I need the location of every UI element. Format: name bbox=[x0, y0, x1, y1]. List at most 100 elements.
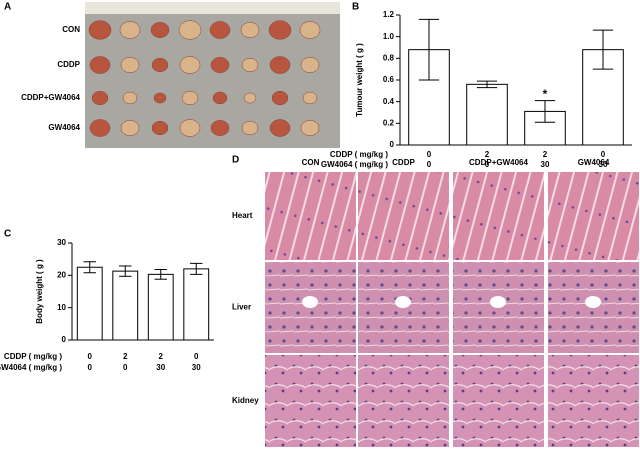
histology-image bbox=[265, 355, 356, 447]
tumor bbox=[268, 20, 292, 40]
y-tick-label: 0.6 bbox=[383, 75, 395, 84]
tumor bbox=[243, 92, 257, 104]
row-label: CON bbox=[62, 25, 80, 34]
vessel bbox=[585, 296, 601, 308]
histology-image bbox=[265, 172, 356, 260]
column-label: CON bbox=[302, 158, 320, 167]
y-tick-label: 30 bbox=[57, 238, 66, 247]
row-value: 0 bbox=[88, 363, 93, 372]
tumor bbox=[209, 21, 231, 39]
histology-image bbox=[453, 355, 544, 447]
tumor bbox=[269, 119, 291, 137]
y-tick-label: 0.2 bbox=[383, 118, 395, 127]
row-value: 30 bbox=[192, 363, 201, 372]
panel-d: D CON CDDP CDDP+GW4064 GW4064 Heart Liver Kidn… bbox=[232, 155, 639, 447]
y-tick-label: 0 bbox=[390, 140, 395, 149]
row-value: 0 bbox=[123, 363, 128, 372]
row-value: 2 bbox=[159, 352, 164, 361]
row-label: CDDP bbox=[57, 60, 80, 69]
panel-label: B bbox=[352, 2, 359, 13]
tumor bbox=[212, 91, 228, 105]
bar-chart: B Tumour weight ( g ) 0 0.2 0.4 0.6 0.8 1.0 1.2 *… bbox=[321, 2, 632, 169]
row-value: 0 bbox=[427, 160, 432, 169]
tumor bbox=[150, 22, 170, 38]
tumor bbox=[300, 120, 320, 136]
bar bbox=[112, 270, 139, 341]
row-value: 30 bbox=[599, 160, 608, 169]
histology-image bbox=[453, 172, 544, 260]
bar bbox=[183, 268, 210, 341]
y-tick-label: 20 bbox=[57, 270, 66, 279]
row-label: GW4064 ( mg/kg ) bbox=[321, 160, 388, 169]
row-label: CDDP ( mg/kg ) bbox=[330, 150, 388, 159]
column-label: GW4064 bbox=[578, 158, 610, 167]
row-label: GW4064 bbox=[48, 123, 80, 132]
row-label: Heart bbox=[232, 211, 253, 220]
bar bbox=[524, 110, 566, 146]
tumor bbox=[299, 21, 321, 39]
row-label: CDDP ( mg/kg ) bbox=[4, 352, 62, 361]
tumor bbox=[151, 57, 169, 73]
significance-mark: * bbox=[543, 87, 548, 101]
row-value: 0 bbox=[88, 352, 93, 361]
row-value: 30 bbox=[541, 160, 550, 169]
tumor bbox=[271, 90, 289, 106]
panel-label: A bbox=[4, 2, 11, 13]
tumor bbox=[210, 57, 230, 73]
column-label: CDDP bbox=[392, 158, 415, 167]
row-value: 2 bbox=[543, 150, 548, 159]
tumor bbox=[89, 56, 111, 74]
tumor bbox=[88, 20, 112, 40]
y-axis-label: Tumour weight ( g ) bbox=[355, 43, 364, 117]
ruler bbox=[85, 2, 340, 14]
tumor bbox=[91, 90, 109, 106]
tumor bbox=[241, 120, 259, 136]
panel-label: D bbox=[232, 155, 239, 166]
row-label: Kidney bbox=[232, 396, 259, 405]
tumor bbox=[302, 91, 318, 105]
tumor bbox=[181, 90, 199, 106]
row-label: GW4064 ( mg/kg ) bbox=[0, 363, 62, 372]
bar bbox=[147, 273, 174, 341]
y-tick-label: 0 bbox=[62, 335, 67, 344]
tumor bbox=[210, 120, 230, 136]
bar bbox=[76, 266, 103, 341]
column-label: CDDP+GW4064 bbox=[469, 158, 528, 167]
y-tick-label: 10 bbox=[57, 303, 66, 312]
tumor bbox=[178, 20, 202, 40]
tumor bbox=[240, 22, 260, 38]
histology-image bbox=[548, 355, 639, 447]
row-value: 2 bbox=[123, 352, 128, 361]
vessel bbox=[302, 296, 318, 308]
histology-image bbox=[358, 172, 449, 260]
tumor bbox=[153, 92, 167, 104]
y-tick-label: 1.0 bbox=[383, 32, 395, 41]
row-label: CDDP+GW4064 bbox=[21, 93, 80, 102]
bar bbox=[466, 83, 508, 146]
tumor bbox=[122, 91, 138, 105]
row-value: 0 bbox=[601, 150, 606, 159]
y-axis-label: Body weight ( g ) bbox=[35, 259, 44, 324]
y-tick-label: 0.8 bbox=[383, 53, 395, 62]
tumor bbox=[120, 120, 140, 136]
row-value: 30 bbox=[156, 363, 165, 372]
vessel bbox=[395, 296, 411, 308]
vessel bbox=[490, 296, 506, 308]
y-tick-label: 0.4 bbox=[383, 97, 395, 106]
tumor bbox=[241, 57, 259, 73]
tumor bbox=[151, 120, 169, 136]
y-tick-label: 1.2 bbox=[383, 10, 395, 19]
tumor bbox=[179, 119, 201, 137]
tumor bbox=[269, 56, 291, 74]
tumor bbox=[120, 57, 140, 73]
row-label: Liver bbox=[232, 303, 251, 312]
row-value: 0 bbox=[194, 352, 199, 361]
row-value: 2 bbox=[485, 150, 490, 159]
tumor bbox=[119, 21, 141, 39]
row-value: 0 bbox=[485, 160, 490, 169]
tumor bbox=[179, 56, 201, 74]
histology-image bbox=[548, 172, 639, 260]
histology-image bbox=[358, 355, 449, 447]
